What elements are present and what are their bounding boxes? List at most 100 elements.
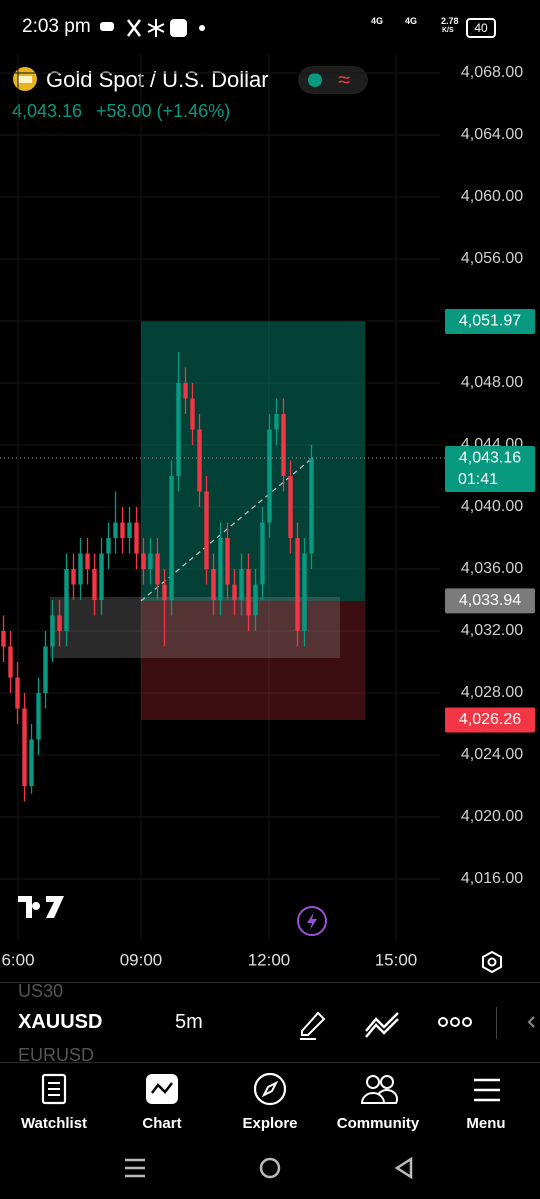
y-tick-label: 4,032.00	[461, 622, 523, 639]
back-button[interactable]	[394, 1156, 413, 1180]
candle-body	[50, 615, 55, 647]
icon	[147, 19, 165, 37]
y-tick-label: 4,060.00	[461, 188, 523, 205]
candle-body	[148, 553, 153, 569]
y-tick-label: 4,040.00	[461, 498, 523, 515]
candle-body	[274, 414, 279, 430]
nav-label[interactable]: Explore	[242, 1115, 298, 1132]
candle-body	[183, 383, 188, 399]
candle-body	[92, 569, 97, 600]
candle-body	[141, 553, 146, 569]
indicators-icon[interactable]	[364, 1009, 402, 1039]
trend-line	[140, 459, 311, 602]
battery: 40	[466, 18, 496, 38]
nav-icon[interactable]	[472, 1077, 502, 1103]
draw-icon[interactable]	[296, 1007, 330, 1041]
candle-body	[99, 553, 104, 600]
speed-unit: K/S	[442, 27, 454, 34]
price-label-box	[445, 308, 535, 334]
y-tick-label: 4,064.00	[461, 126, 523, 143]
icon	[199, 25, 205, 31]
candle-body	[162, 584, 167, 600]
divider	[496, 1007, 497, 1039]
chart: 4,068.004,064.004,060.004,056.004,052.00…	[0, 55, 535, 969]
candle-body	[225, 538, 230, 585]
icon	[170, 19, 187, 37]
icon	[100, 22, 114, 31]
price-label: 4,043.16	[459, 450, 521, 467]
price-label: 4,051.97	[459, 313, 521, 330]
price-label-box	[445, 588, 535, 614]
candle-body	[169, 476, 174, 600]
candle-body	[218, 538, 223, 600]
profit-zone	[141, 321, 365, 601]
candle-body	[288, 476, 293, 538]
candle-body	[71, 569, 76, 585]
x-tick-label: 6:00	[1, 950, 34, 969]
toolbar: US30 XAUUSD 5m EURUSD	[0, 982, 540, 1063]
candle-body	[211, 569, 216, 600]
last-price: 4,043.16	[12, 101, 83, 121]
prev-symbol[interactable]: US30	[18, 982, 64, 1001]
y-tick-label: 4,068.00	[461, 64, 523, 81]
interval[interactable]: 5m	[175, 1011, 203, 1033]
recents-button[interactable]	[125, 1158, 145, 1178]
status-time: 2:03 pm	[22, 16, 91, 37]
nav-icon[interactable]	[40, 1073, 68, 1105]
lightning-button[interactable]	[296, 905, 328, 937]
tv-logo	[18, 894, 66, 928]
network: 4G	[371, 16, 384, 26]
x-tick-label: 09:00	[120, 950, 163, 969]
nav-label[interactable]: Chart	[142, 1115, 182, 1132]
candle-body	[197, 429, 202, 492]
x-tick-label: 12:00	[248, 950, 291, 969]
candle-body	[57, 615, 62, 631]
more-icon[interactable]	[438, 1015, 472, 1029]
candle-body	[295, 538, 300, 631]
candle-body	[15, 677, 20, 709]
nav-label[interactable]: Watchlist	[20, 1115, 88, 1132]
settings-icon[interactable]	[480, 950, 504, 974]
home-button[interactable]	[259, 1157, 281, 1179]
candle-body	[78, 553, 83, 585]
nav-label[interactable]: Menu	[466, 1115, 506, 1132]
candle-body	[260, 522, 265, 585]
countdown-label: 01:41	[458, 471, 498, 488]
candle-body	[246, 569, 251, 616]
candle-body	[134, 522, 139, 554]
system-nav	[125, 1156, 413, 1180]
candle-body	[120, 522, 125, 538]
nav-icon[interactable]	[145, 1073, 179, 1105]
candle-body	[267, 429, 272, 523]
symbol[interactable]: XAUUSD	[18, 1011, 103, 1033]
x-tick-label: 15:00	[375, 950, 418, 969]
y-tick-label: 4,024.00	[461, 746, 523, 763]
nav-label[interactable]: Community	[336, 1115, 420, 1132]
candle-body	[22, 708, 27, 786]
candle-body	[281, 414, 286, 476]
price-change: +58.00 (+1.46%)	[96, 101, 231, 121]
y-tick-label: 4,036.00	[461, 560, 523, 577]
symbol-title: Gold Spot / U.S. Dollar	[46, 67, 269, 92]
y-tick-label: 4,028.00	[461, 684, 523, 701]
price-label: 4,026.26	[459, 711, 521, 728]
next-symbol[interactable]: EURUSD	[18, 1045, 95, 1063]
status-pill[interactable]: ≈	[298, 66, 368, 94]
nav-icon[interactable]	[252, 1071, 288, 1107]
candle-body	[204, 491, 209, 569]
y-tick-label: 4,048.00	[461, 374, 523, 391]
tv-logo-mark	[18, 896, 64, 918]
loss-zone	[141, 600, 365, 720]
y-tick-label: 4,056.00	[461, 250, 523, 267]
candle-body	[8, 646, 13, 678]
candle-body	[239, 569, 244, 600]
nav-icon[interactable]	[360, 1073, 398, 1105]
collapse-icon[interactable]	[526, 1015, 536, 1029]
candle-body	[106, 538, 111, 554]
candle-body	[127, 522, 132, 538]
candle-body	[155, 553, 160, 585]
range-box	[50, 597, 340, 658]
candle-body	[36, 693, 41, 740]
price-label: 4,033.94	[459, 592, 521, 609]
